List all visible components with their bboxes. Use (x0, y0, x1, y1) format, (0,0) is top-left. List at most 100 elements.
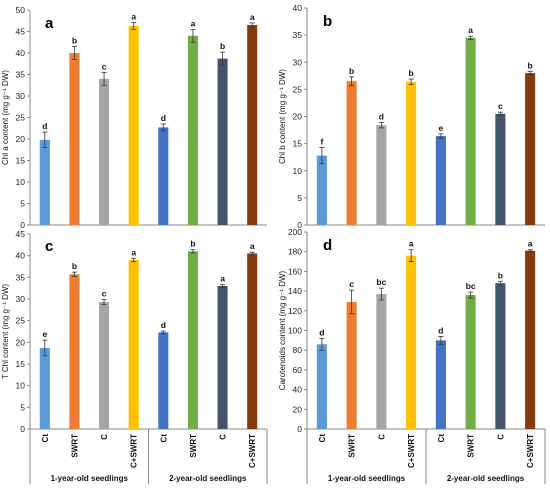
significance-label: bc (466, 281, 476, 291)
bar-swrt-5 (187, 251, 198, 429)
category-label: C+SWRT (526, 434, 535, 468)
bar-c-swrt-7 (525, 73, 536, 225)
y-tick-label: 80 (293, 345, 303, 355)
category-label: SWRT (467, 434, 476, 458)
significance-label: d (161, 320, 166, 330)
bar-c-6 (217, 58, 228, 226)
significance-label: b (72, 261, 77, 271)
category-label: SWRT (189, 434, 198, 458)
y-tick-label: 15 (16, 359, 26, 369)
y-tick-label: 15 (16, 156, 26, 166)
y-tick-label: 50 (16, 5, 26, 15)
category-label: C (219, 434, 228, 440)
group-label: 2-year-old seedlings (447, 474, 525, 483)
significance-label: b (72, 36, 77, 46)
group-label: 1-year-old seedlings (328, 474, 406, 483)
y-tick-label: 40 (16, 48, 26, 58)
bar-c-swrt-7 (247, 25, 258, 225)
bar-c-2 (99, 78, 110, 225)
significance-label: b (498, 270, 503, 280)
significance-label: d (438, 325, 443, 335)
y-tick-label: 35 (16, 272, 26, 282)
significance-label: c (102, 61, 107, 71)
y-tick-label: 0 (20, 424, 25, 434)
y-tick-label: 10 (16, 177, 26, 187)
y-tick-label: 20 (16, 134, 26, 144)
bar-c-swrt-7 (247, 253, 258, 429)
y-tick-label: 45 (16, 27, 26, 37)
y-tick-label: 180 (288, 247, 302, 257)
chart-panel-a: 0 5 10 15 20 25 30 35 40 45 50 Chl a content (mg g⁻… (1, 5, 267, 230)
y-tick-label: 20 (16, 337, 26, 347)
bar-ct-0 (316, 155, 327, 225)
y-axis-label: T Chl content (mg g⁻¹ DW) (1, 284, 10, 380)
y-tick-label: 40 (16, 251, 26, 261)
category-label: SWRT (348, 434, 357, 458)
significance-label: d (319, 327, 324, 337)
significance-label: b (409, 68, 414, 78)
category-label: Ct (41, 434, 50, 443)
category-label: C (100, 434, 109, 440)
significance-label: b (349, 66, 354, 76)
y-tick-label: 5 (20, 402, 25, 412)
bar-c-6 (495, 283, 506, 429)
y-tick-label: 25 (16, 113, 26, 123)
significance-label: b (220, 41, 225, 51)
significance-label: bc (376, 277, 386, 287)
y-tick-label: 25 (293, 84, 303, 94)
y-tick-label: 160 (288, 266, 302, 276)
y-tick-label: 10 (16, 381, 26, 391)
bar-ct-4 (435, 136, 446, 225)
bar-ct-0 (39, 139, 50, 225)
y-tick-label: 120 (288, 306, 302, 316)
significance-label: a (220, 274, 225, 284)
bar-c-swrt-3 (406, 81, 417, 225)
bar-ct-4 (158, 127, 169, 225)
y-tick-label: 20 (293, 112, 303, 122)
y-axis-label: Chl a content (mg g⁻¹ DW) (1, 70, 10, 165)
category-label: SWRT (70, 434, 79, 458)
bar-c-swrt-3 (128, 260, 139, 429)
bar-swrt-5 (465, 295, 476, 429)
significance-label: b (190, 239, 195, 249)
y-tick-label: 100 (288, 326, 302, 336)
significance-label: c (349, 279, 354, 289)
category-label: C+SWRT (130, 434, 139, 468)
category-label: C (377, 434, 386, 440)
y-tick-label: 40 (293, 385, 303, 395)
significance-label: a (409, 239, 414, 249)
significance-label: a (528, 239, 533, 249)
category-label: Ct (159, 434, 168, 443)
category-label: Ct (318, 434, 327, 443)
chart-panel-b: 0 5 10 15 20 25 30 35 40 Chl b content (mg g⁻¹ DW… (278, 3, 545, 230)
group-label: 2-year-old seedlings (169, 474, 247, 483)
chart-panel-c: 0 5 10 15 20 25 30 35 40 45 T Chl content (mg g⁻¹ … (1, 229, 268, 484)
y-tick-label: 0 (297, 424, 302, 434)
chart-panel-d: 0 20 40 60 80 100 120 140 160 180 200 Carotenoids c… (278, 227, 546, 484)
significance-label: a (131, 11, 136, 21)
significance-label: a (131, 247, 136, 257)
bar-c-2 (99, 302, 110, 429)
significance-label: a (250, 12, 255, 22)
significance-label: a (468, 25, 473, 35)
category-label: C+SWRT (248, 434, 257, 468)
bar-c-swrt-3 (406, 255, 417, 429)
bar-swrt-5 (187, 35, 198, 225)
category-label: Ct (437, 434, 446, 443)
bar-c-6 (495, 113, 506, 225)
y-tick-label: 0 (20, 220, 25, 230)
panel-letter: c (45, 238, 53, 255)
y-tick-label: 25 (16, 316, 26, 326)
y-tick-label: 30 (16, 294, 26, 304)
y-tick-label: 200 (288, 227, 302, 237)
category-label: C+SWRT (407, 434, 416, 468)
significance-label: a (250, 241, 255, 251)
significance-label: d (379, 111, 384, 121)
y-tick-label: 30 (293, 57, 303, 67)
y-tick-label: 140 (288, 286, 302, 296)
significance-label: d (161, 113, 166, 123)
significance-label: b (528, 60, 533, 70)
y-tick-label: 35 (16, 70, 26, 80)
bar-c-6 (217, 286, 228, 429)
